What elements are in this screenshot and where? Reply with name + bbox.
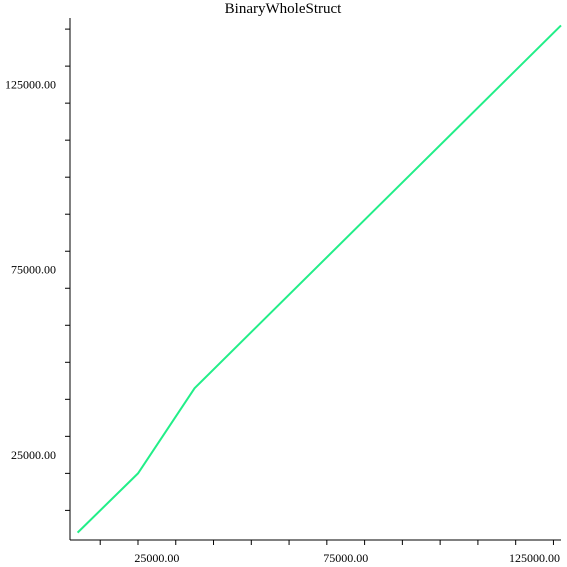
series-layer — [76, 24, 562, 534]
y-tick-label: 125000.00 — [5, 78, 56, 92]
x-tick-label: 25000.00 — [134, 551, 179, 565]
axes: 25000.00 75000.00 125000.00 25000.00 75000.0… — [5, 18, 561, 565]
x-tick-label: 125000.00 — [509, 551, 560, 565]
x-tick-label: 75000.00 — [323, 551, 368, 565]
chart-title: BinaryWholeStruct — [225, 1, 342, 17]
series-line-0 — [76, 24, 562, 534]
y-tick-label: 25000.00 — [11, 448, 56, 462]
y-tick-label: 75000.00 — [11, 263, 56, 277]
